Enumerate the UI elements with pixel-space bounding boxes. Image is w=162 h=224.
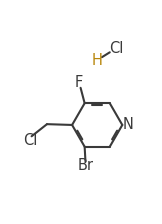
Text: Cl: Cl: [23, 133, 37, 148]
Text: Cl: Cl: [110, 41, 124, 56]
Text: N: N: [123, 117, 134, 132]
Text: H: H: [92, 53, 103, 68]
Text: Br: Br: [77, 158, 93, 173]
Text: F: F: [75, 75, 83, 90]
